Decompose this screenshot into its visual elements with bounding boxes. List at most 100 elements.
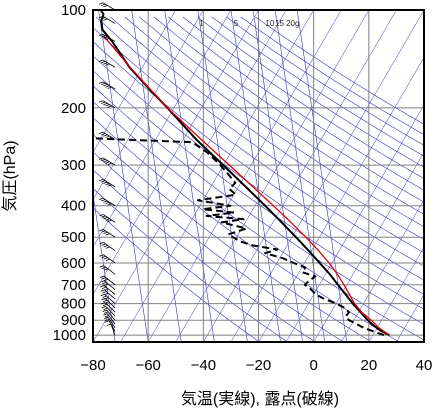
wind-barb [104,320,116,332]
dry-adiabat-line [93,134,372,342]
mixing-ratio-label: 5 [234,19,239,28]
wind-barb-flag [103,5,108,8]
wind-barb-flag [101,297,106,301]
wind-barb-flag [105,135,110,138]
dry-adiabat-line [95,16,424,254]
isotherm-guide-line [230,10,424,342]
wind-barb-flag [101,35,106,38]
wind-barb-flag [107,136,112,140]
wind-barb-flag [102,303,108,307]
wind-barb-flag [104,320,110,323]
isotherm-guide-line [285,104,424,342]
mixing-ratio-line [131,10,182,342]
x-tick-label: 40 [416,357,433,374]
y-tick-label: 100 [61,2,86,19]
y-tick-label: 800 [61,296,86,313]
wind-barb-flag [101,199,106,202]
wind-barb-flag [101,3,106,6]
wind-barb-flag [98,81,104,84]
wind-barb-flag [103,278,108,282]
wind-barb-flag [98,59,104,62]
dry-adiabat-line [93,41,424,281]
x-tick-label: −40 [191,357,216,374]
wind-barb-flag [101,277,106,280]
wind-barb [98,131,116,140]
wind-barb-flag [104,315,109,318]
x-tick-label: −80 [80,357,105,374]
wind-barb [98,100,116,109]
wind-barb [99,214,116,223]
wind-barb-flag [98,15,104,19]
wind-barb-shaft [108,320,116,332]
wind-barb-flag [107,105,112,108]
dry-adiabat-line [93,101,424,341]
wind-barb-flag [105,201,110,205]
x-tick-label: 0 [309,357,317,374]
wind-barb-flag [105,258,110,262]
wind-barb [99,242,116,252]
isotherm-guide-line [93,10,176,153]
wind-barb-flag [99,265,104,268]
y-tick-label: 300 [61,157,86,174]
dry-adiabat-line [93,169,316,342]
dry-adiabat-line [139,16,424,215]
wind-barb-flag [101,266,106,270]
dry-adiabat-line [93,187,288,342]
series-layer [93,10,390,337]
parcel-curve [103,35,390,336]
wind-barb [104,316,116,329]
y-tick-label: 400 [61,198,86,215]
wind-barb-flag [103,84,108,87]
dry-adiabat-line [93,117,400,342]
wind-barb-flag [98,2,104,5]
wind-barb-flag [101,305,107,309]
wind-barb [99,275,116,286]
wind-barb-flag [106,323,112,326]
mixing-ratio-line [252,10,303,342]
mixing-ratio-label: 20g [286,19,299,28]
wind-barb-flag [101,243,106,246]
wind-barb-flag [104,297,109,300]
wind-barb-flag [99,254,104,257]
isotherm-guide-line [396,294,424,342]
wind-barb-flag [102,299,108,302]
wind-barb [99,254,116,264]
wind-barb-flag [105,246,110,249]
wind-barb [101,297,116,309]
wind-barb-flag [105,85,110,88]
temperature-line [99,10,390,336]
wind-barb-flag [101,133,106,136]
mixing-ratio-line [93,192,116,342]
wind-barb-flag [103,18,108,21]
wind-barb-flag [104,316,109,320]
wind-barb-flag [103,181,108,184]
wind-barb [100,293,116,304]
mixing-ratio-label: 1 [199,19,204,28]
wind-barb [98,197,116,207]
y-tick-label: 700 [61,277,86,294]
plot-frame [92,9,425,343]
mixing-ratio-line [230,10,281,342]
wind-barb-flag [99,214,104,217]
isotherm-guide-line [423,341,424,342]
wind-barb-flag [101,230,106,233]
dewpoint-line [93,137,385,337]
wind-barb-flag [103,134,108,137]
wind-barb-flag [101,17,106,20]
y-axis-title: 気圧(hPa) [1,140,19,211]
wind-barb-flag [103,102,108,106]
wind-barb [98,2,116,11]
wind-barb-flag [104,292,109,296]
wind-barb-flag [105,37,110,41]
dry-adiabat-line [197,16,424,168]
wind-barb-flag [98,33,104,37]
wind-barb-flag [105,161,110,164]
wind-barbs [98,2,116,336]
wind-barb-flag [103,283,109,286]
mixing-ratio-label: 10 [265,19,274,28]
wind-barb-flag [102,295,107,298]
wind-barb-flag [98,100,104,103]
wind-barb-flag [101,101,106,104]
